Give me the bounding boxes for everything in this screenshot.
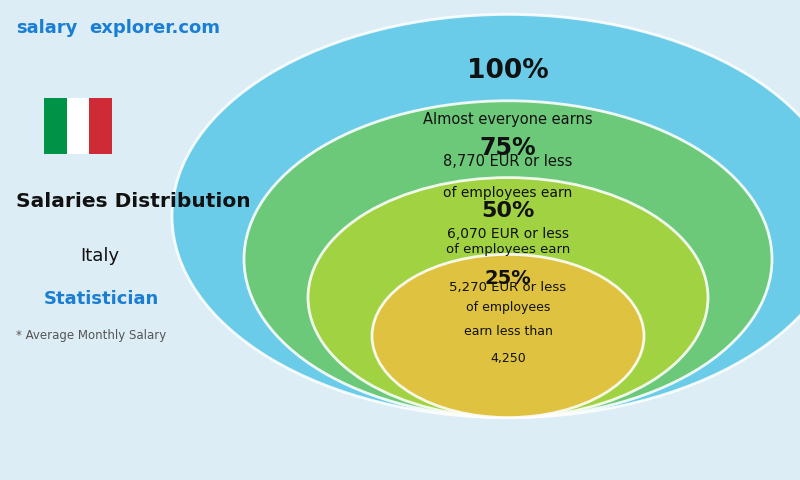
Text: 8,770 EUR or less: 8,770 EUR or less: [443, 154, 573, 169]
Circle shape: [372, 254, 644, 418]
Text: salary: salary: [16, 19, 78, 37]
Circle shape: [308, 178, 708, 418]
Text: Almost everyone earns: Almost everyone earns: [423, 112, 593, 127]
Text: earn less than: earn less than: [463, 325, 553, 338]
Bar: [66, 98, 90, 154]
Text: Salaries Distribution: Salaries Distribution: [16, 192, 250, 211]
Text: * Average Monthly Salary: * Average Monthly Salary: [16, 329, 166, 342]
Text: 4,250: 4,250: [490, 352, 526, 365]
Text: 100%: 100%: [467, 58, 549, 84]
Text: 5,270 EUR or less: 5,270 EUR or less: [450, 281, 566, 295]
Text: 6,070 EUR or less: 6,070 EUR or less: [447, 227, 569, 241]
Text: 75%: 75%: [480, 136, 536, 160]
Text: 25%: 25%: [485, 269, 531, 288]
Text: of employees: of employees: [466, 301, 550, 314]
Text: of employees earn: of employees earn: [443, 186, 573, 200]
Text: Statistician: Statistician: [44, 290, 159, 308]
Text: 50%: 50%: [482, 201, 534, 221]
Circle shape: [244, 101, 772, 418]
Text: Italy: Italy: [80, 247, 119, 265]
Bar: [90, 98, 112, 154]
Bar: [44, 98, 66, 154]
Text: of employees earn: of employees earn: [446, 243, 570, 256]
Circle shape: [172, 14, 800, 418]
Text: explorer.com: explorer.com: [90, 19, 221, 37]
